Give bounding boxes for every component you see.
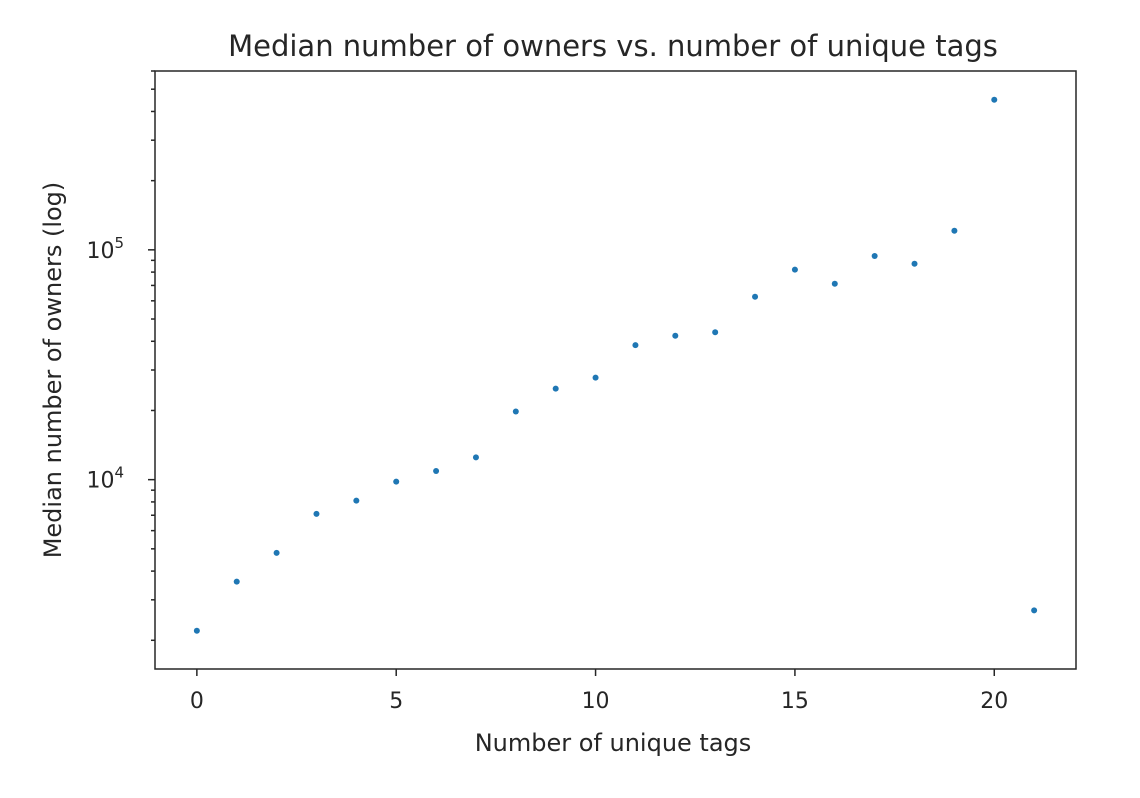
data-point: [712, 329, 719, 336]
data-point: [433, 468, 440, 475]
data-point: [353, 497, 360, 504]
x-tick-label: 5: [389, 689, 403, 714]
y-tick-base: 10: [86, 239, 114, 264]
x-tick-label: 10: [582, 689, 610, 714]
x-tick-label: 20: [980, 689, 1008, 714]
data-point: [592, 374, 599, 381]
x-axis-ticks: 0 5 10 15 20: [190, 669, 1008, 714]
data-point: [552, 385, 559, 392]
data-points: [193, 96, 1038, 634]
data-point: [273, 549, 280, 556]
y-axis-label: Median number of owners (log): [39, 182, 67, 559]
data-point: [672, 332, 679, 339]
data-point: [472, 454, 479, 461]
y-tick-label: 105: [86, 234, 124, 264]
y-tick-base: 10: [86, 469, 114, 494]
y-tick-exponent: 5: [114, 234, 124, 252]
data-point: [193, 627, 200, 634]
y-tick-exponent: 4: [114, 464, 124, 482]
x-tick-label: 15: [781, 689, 809, 714]
data-point: [791, 266, 798, 273]
chart-title: Median number of owners vs. number of un…: [228, 29, 998, 63]
plot-frame: [154, 70, 1077, 670]
data-point: [871, 253, 878, 260]
data-point: [991, 96, 998, 103]
data-point: [512, 408, 519, 415]
data-point: [313, 510, 320, 517]
y-tick-label: 104: [86, 464, 124, 494]
data-point: [393, 478, 400, 485]
data-point: [831, 280, 838, 287]
data-point: [632, 342, 639, 349]
data-point: [911, 260, 918, 267]
x-axis-label: Number of unique tags: [475, 729, 752, 757]
x-tick-label: 0: [190, 689, 204, 714]
data-point: [951, 227, 958, 234]
data-point: [1031, 607, 1038, 614]
data-point: [233, 578, 240, 585]
data-point: [752, 293, 759, 300]
